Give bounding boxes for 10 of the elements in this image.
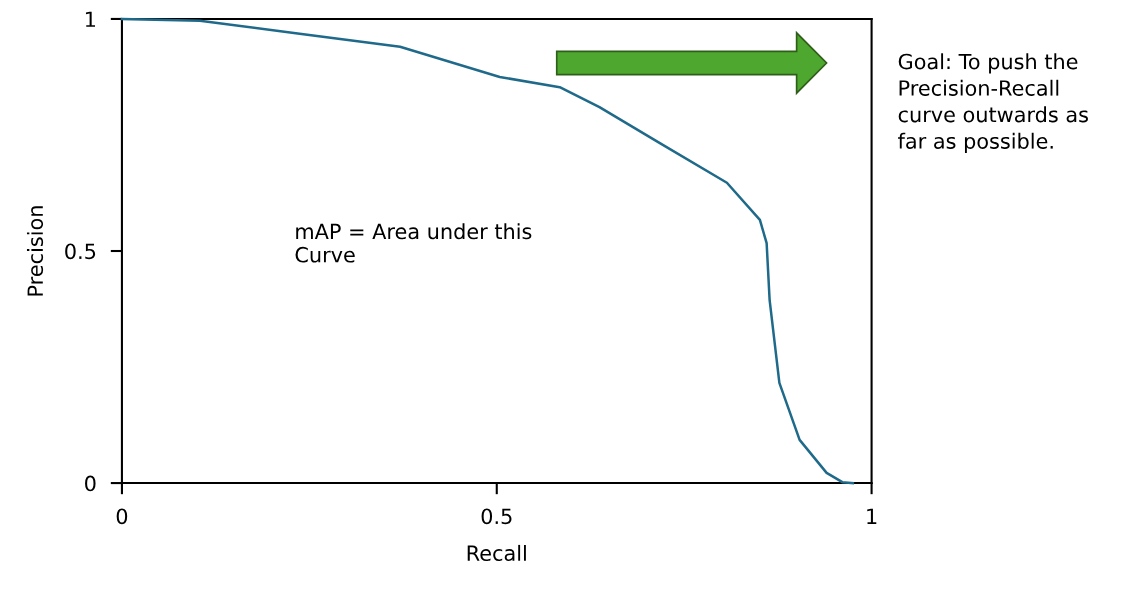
x-tick-label: 1 bbox=[867, 508, 877, 524]
x-tick-label: 0.5 bbox=[481, 508, 512, 525]
y-tick-label: 1 bbox=[85, 11, 96, 27]
text: Goal: To push the Precision-Recall curve outwards as far as possible. bbox=[898, 53, 1088, 153]
x-tick-label: 0 bbox=[116, 508, 128, 525]
y-axis-title: Precision bbox=[26, 206, 44, 296]
annotation: mAP = Area under this Curve bbox=[295, 223, 532, 263]
y-tick-label: 0 bbox=[85, 475, 96, 492]
y-tick-label: 0.5 bbox=[65, 243, 96, 260]
x-axis-title: Recall bbox=[467, 544, 526, 562]
